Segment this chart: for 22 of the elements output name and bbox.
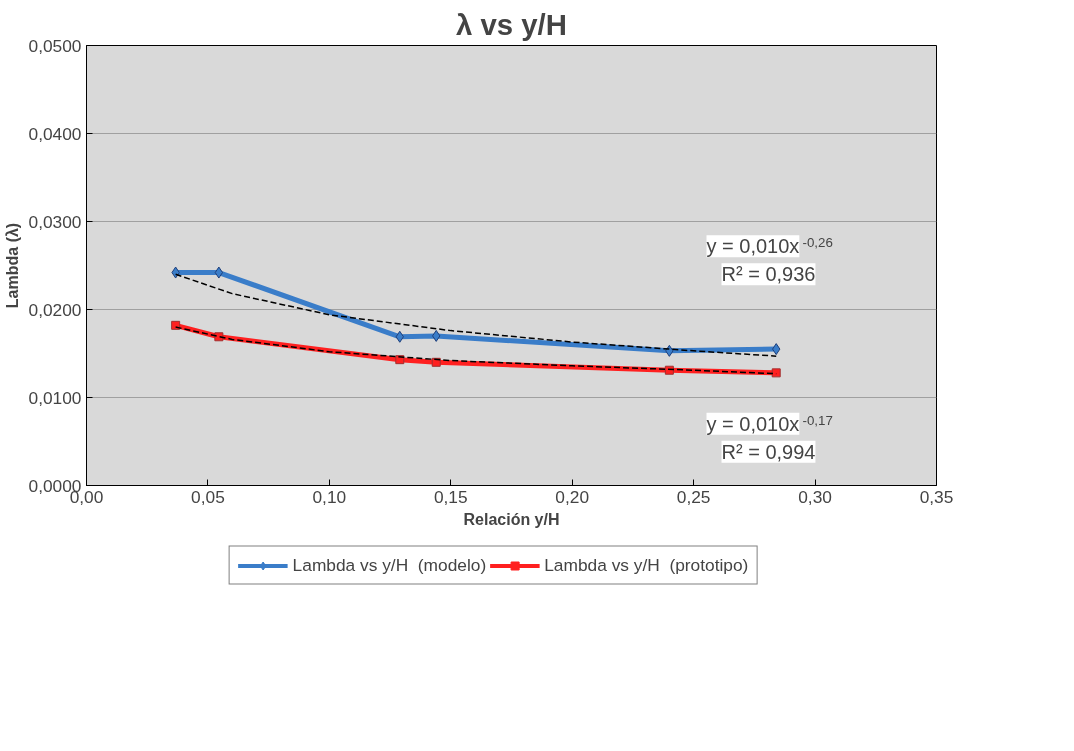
legend-label: Lambda vs y/H (prototipo) <box>544 554 749 576</box>
x-tick-label: 0,15 <box>433 486 468 507</box>
x-tick-label: 0,35 <box>919 486 954 507</box>
point <box>431 357 441 367</box>
chart-title: λ vs y/H <box>456 7 567 41</box>
x-axis-title: Relación y/H <box>463 510 560 528</box>
x-tick-label: 0,05 <box>191 486 225 507</box>
y-tick-label: 0,0500 <box>28 35 82 56</box>
y-tick-label: 0,0300 <box>28 211 82 232</box>
x-tick-label: 0,30 <box>798 486 832 507</box>
x-tick-label: 0,10 <box>312 486 347 507</box>
y-tick-label: 0,0400 <box>28 123 82 144</box>
point <box>171 320 181 330</box>
y-tick-label: 0,0100 <box>28 387 82 408</box>
point <box>771 368 781 378</box>
x-tick-label: 0,20 <box>555 486 590 507</box>
legend-label: Lambda vs y/H (modelo) <box>292 554 487 576</box>
x-tick-label: 0,25 <box>676 486 711 507</box>
y-axis-title: Lambda (λ) <box>3 222 21 309</box>
y-tick-label: 0,0200 <box>28 299 82 320</box>
point <box>664 365 674 375</box>
point <box>214 266 224 279</box>
